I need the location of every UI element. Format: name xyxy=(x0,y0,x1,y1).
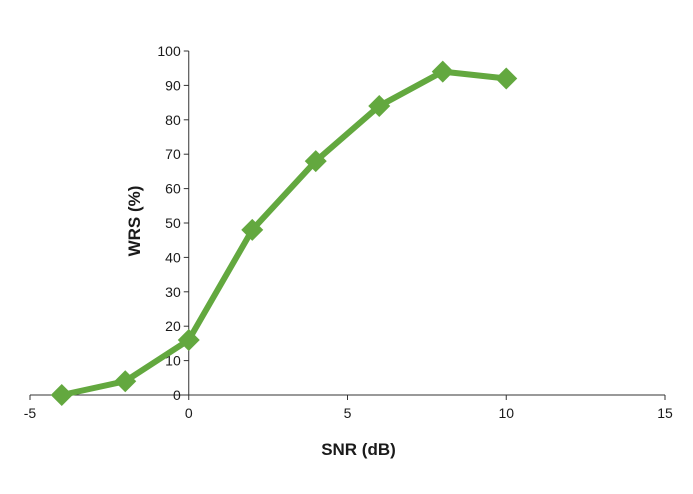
y-tick-label: 60 xyxy=(165,181,181,197)
x-tick-label: 10 xyxy=(498,405,514,421)
y-tick-label: 100 xyxy=(157,43,181,59)
y-tick-label: 50 xyxy=(165,215,181,231)
x-tick-label: 15 xyxy=(657,405,673,421)
y-tick-label: 20 xyxy=(165,318,181,334)
y-axis-title: WRS (%) xyxy=(125,186,144,257)
y-axis-ticks: 0 10 20 30 40 50 60 70 80 90 100 xyxy=(157,43,189,403)
y-tick-label: 90 xyxy=(165,77,181,93)
data-point-marker xyxy=(241,218,264,241)
data-point-marker xyxy=(114,370,137,393)
data-point-marker xyxy=(495,67,518,90)
data-point-marker xyxy=(304,150,327,173)
y-tick-label: 40 xyxy=(165,249,181,265)
series-line xyxy=(58,68,510,398)
y-tick-label: 80 xyxy=(165,112,181,128)
x-axis-title: SNR (dB) xyxy=(321,440,396,459)
x-tick-label: -5 xyxy=(24,405,37,421)
data-point-marker xyxy=(431,60,454,83)
data-point-marker xyxy=(368,95,391,118)
y-tick-label: 0 xyxy=(173,387,181,403)
y-tick-label: 10 xyxy=(165,353,181,369)
y-tick-label: 30 xyxy=(165,284,181,300)
x-tick-label: 0 xyxy=(185,405,193,421)
y-tick-label: 70 xyxy=(165,146,181,162)
data-point-marker xyxy=(177,328,200,351)
data-point-marker xyxy=(50,384,73,406)
series-layer xyxy=(50,60,518,406)
x-axis-ticks: -5 0 5 10 15 xyxy=(24,395,673,421)
x-tick-label: 5 xyxy=(344,405,352,421)
